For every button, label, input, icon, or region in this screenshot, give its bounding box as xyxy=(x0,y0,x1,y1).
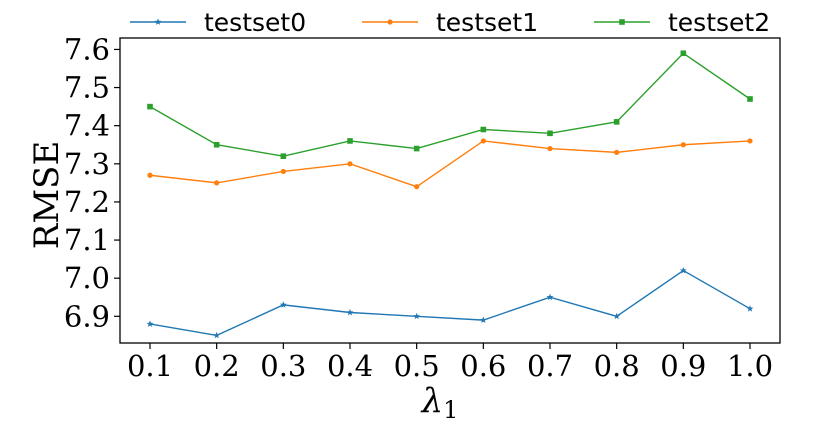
x-axis-label-symbol: λ xyxy=(420,381,444,421)
x-axis-label-subscript: 1 xyxy=(443,396,458,424)
data-point xyxy=(279,301,287,308)
y-tick-label: 7.1 xyxy=(64,223,110,257)
data-point xyxy=(414,184,420,190)
legend-item-testset1: testset1 xyxy=(362,8,538,37)
y-tick-label: 7.5 xyxy=(64,71,110,105)
data-point xyxy=(546,293,554,301)
data-point xyxy=(680,50,687,57)
x-tick-label: 0.9 xyxy=(660,349,706,383)
y-tick-label: 7.3 xyxy=(64,147,110,181)
data-point xyxy=(746,305,754,312)
legend-label: testset0 xyxy=(204,8,306,37)
data-point xyxy=(413,312,421,320)
data-point xyxy=(147,172,153,178)
data-point xyxy=(747,96,753,102)
series-line xyxy=(149,140,751,188)
legend-label: testset2 xyxy=(668,8,770,37)
data-point xyxy=(480,138,486,144)
x-tick-label: 0.8 xyxy=(594,349,640,383)
data-point xyxy=(146,320,154,327)
legend-swatch-marker xyxy=(154,18,162,25)
data-point xyxy=(347,138,353,144)
data-point xyxy=(614,149,620,155)
data-point xyxy=(413,145,420,152)
legend-swatch-marker xyxy=(619,19,625,25)
x-tick-label: 0.7 xyxy=(527,349,573,383)
y-tick-label: 7.0 xyxy=(64,261,110,295)
data-point xyxy=(547,130,553,137)
data-point xyxy=(280,168,286,175)
x-tick-label: 0.5 xyxy=(394,349,440,383)
data-point xyxy=(346,308,354,316)
data-point xyxy=(147,103,153,110)
series-testset0 xyxy=(146,266,754,339)
legend-label: testset1 xyxy=(436,8,538,37)
data-point xyxy=(613,119,620,125)
x-tick-label: 1.0 xyxy=(727,349,773,383)
series-line xyxy=(149,269,751,337)
plot-area-frame xyxy=(119,37,781,344)
y-tick-label: 7.6 xyxy=(64,32,110,66)
legend-item-testset0: testset0 xyxy=(130,8,306,37)
data-point xyxy=(480,126,487,133)
x-tick-label: 0.4 xyxy=(327,349,373,383)
x-tick-label: 0.3 xyxy=(260,349,306,383)
series-testset2 xyxy=(147,50,753,159)
x-tick-label: 0.2 xyxy=(194,349,240,383)
data-point xyxy=(479,316,487,324)
y-axis-label: RMSE xyxy=(27,141,67,250)
data-point xyxy=(547,145,553,152)
x-axis-label: λ1 xyxy=(420,381,459,424)
y-tick-label: 7.4 xyxy=(64,109,110,143)
y-tick-label: 7.2 xyxy=(64,185,110,219)
series-line xyxy=(149,52,751,157)
data-point xyxy=(213,331,221,339)
data-point xyxy=(347,161,353,167)
legend: testset0 testset1 testset2 xyxy=(130,8,770,37)
legend-item-testset2: testset2 xyxy=(594,8,770,37)
x-tick-label: 0.1 xyxy=(127,349,173,383)
data-point xyxy=(213,141,220,148)
data-point xyxy=(679,266,687,274)
series-testset1 xyxy=(147,138,753,190)
y-axis: 6.9 7.0 7.1 7.2 7.3 7.4 7.5 7.6 xyxy=(64,32,120,333)
x-tick-label: 0.6 xyxy=(460,349,506,383)
legend-swatch-marker xyxy=(387,19,393,25)
data-point xyxy=(214,180,220,186)
data-point xyxy=(280,153,287,159)
y-tick-label: 6.9 xyxy=(64,299,110,333)
data-point xyxy=(680,142,686,148)
series-group xyxy=(146,50,754,339)
data-point xyxy=(613,312,621,320)
data-point xyxy=(747,138,753,144)
x-axis: 0.1 0.2 0.3 0.4 0.5 0.6 0.7 0.8 0.9 1.0 xyxy=(127,343,773,383)
